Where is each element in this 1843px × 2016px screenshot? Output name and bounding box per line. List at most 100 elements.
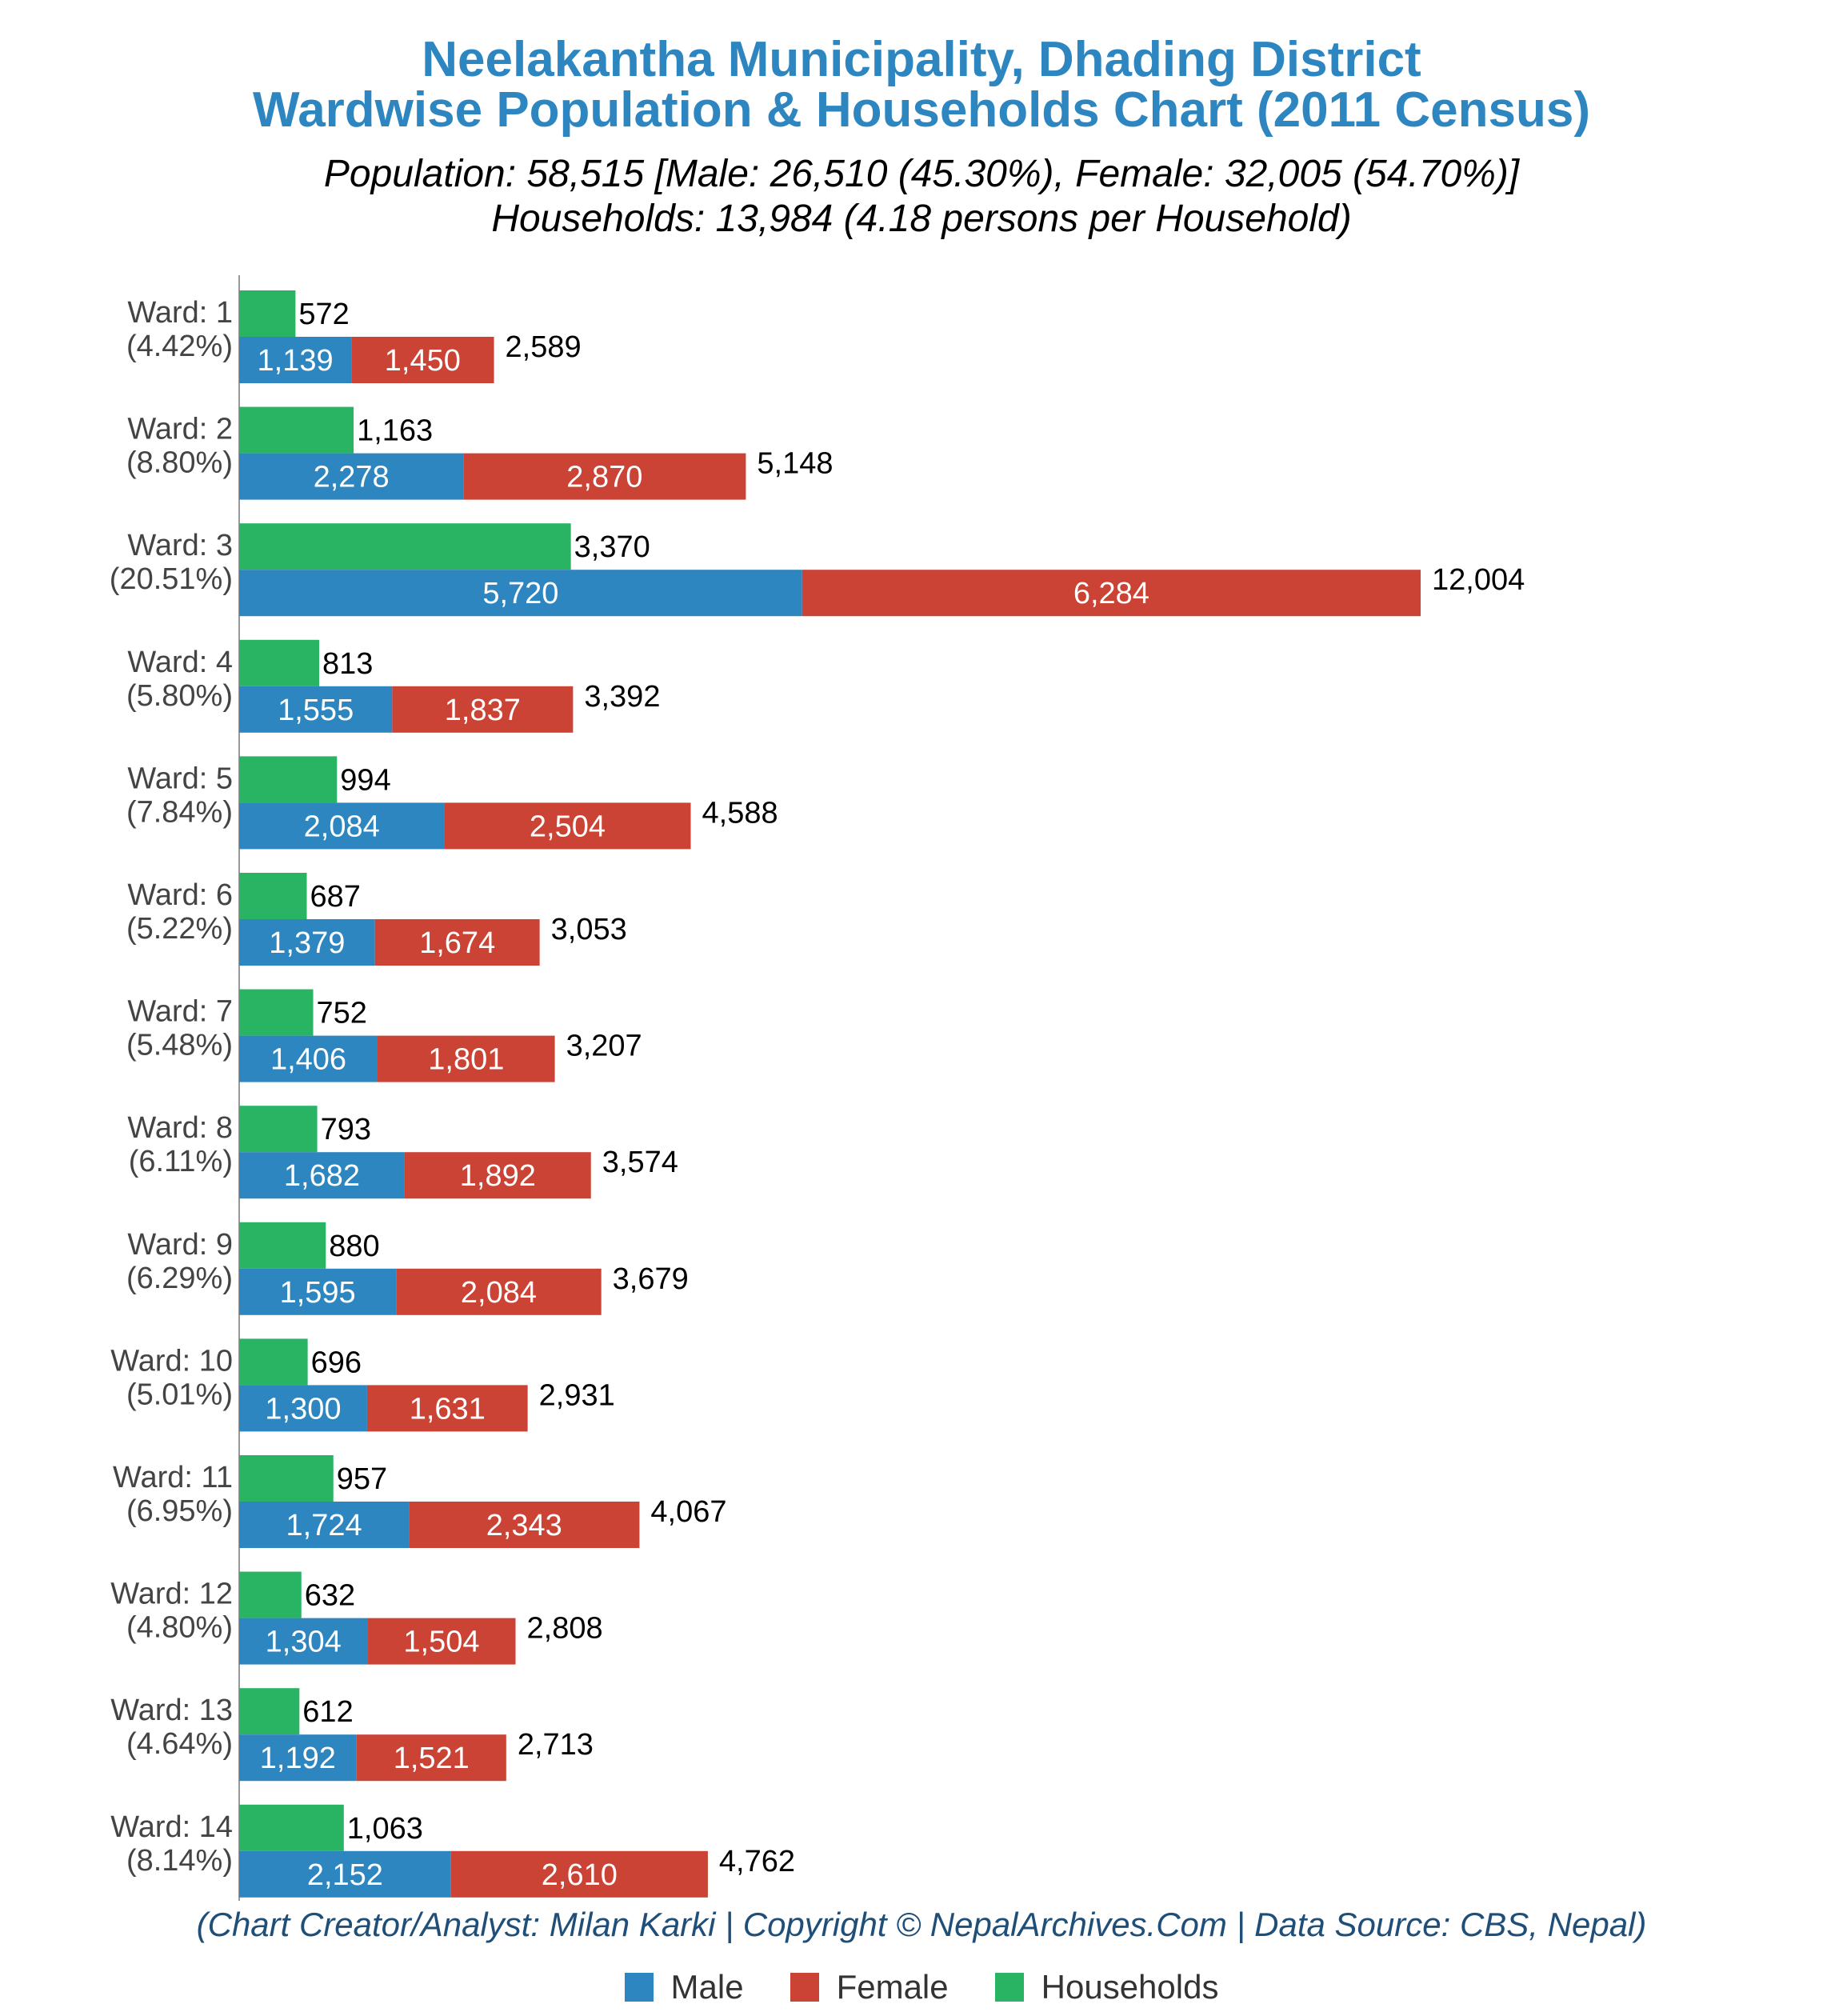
female-value-label: 2,343	[486, 1509, 562, 1542]
ward-share-label: (4.42%)	[126, 330, 233, 363]
chart-title-line2: Wardwise Population & Households Chart (…	[252, 82, 1590, 138]
male-value-label: 1,682	[284, 1159, 360, 1193]
ward-label: Ward: 7	[127, 995, 233, 1029]
ward-label: Ward: 6	[127, 878, 233, 912]
legend-label-male: Male	[670, 1968, 744, 2006]
ward-label: Ward: 14	[110, 1810, 233, 1844]
households-bar	[239, 1571, 302, 1618]
female-bar	[450, 1850, 708, 1898]
total-value-label: 3,574	[602, 1146, 678, 1179]
total-value-label: 5,148	[757, 447, 833, 481]
households-value-label: 1,063	[347, 1812, 423, 1846]
ward-label: Ward: 3	[127, 529, 233, 562]
households-value-label: 752	[317, 997, 367, 1030]
ward-share-label: (4.64%)	[126, 1727, 233, 1761]
households-bar	[239, 523, 571, 570]
legend-label-female: Female	[836, 1968, 949, 2006]
female-value-label: 1,801	[428, 1043, 504, 1077]
male-value-label: 1,139	[258, 344, 334, 378]
female-value-label: 2,084	[461, 1276, 537, 1310]
households-value-label: 696	[311, 1346, 362, 1379]
total-value-label: 2,808	[527, 1612, 603, 1646]
female-value-label: 2,504	[530, 810, 606, 843]
male-value-label: 2,152	[307, 1858, 383, 1892]
households-bar	[239, 1222, 326, 1269]
ward-label: Ward: 5	[127, 762, 233, 795]
ward-label: Ward: 4	[127, 646, 233, 679]
total-value-label: 4,067	[650, 1495, 726, 1529]
households-value-label: 612	[302, 1695, 353, 1729]
male-value-label: 1,595	[280, 1276, 356, 1310]
chart-credit: (Chart Creator/Analyst: Milan Karki | Co…	[196, 1906, 1647, 1943]
ward-label: Ward: 9	[127, 1228, 233, 1262]
male-value-label: 2,084	[304, 810, 380, 843]
households-bar	[239, 1338, 308, 1386]
total-value-label: 4,588	[702, 796, 778, 830]
male-bar	[239, 570, 802, 617]
ward-share-label: (4.80%)	[126, 1611, 233, 1645]
female-value-label: 1,674	[419, 926, 495, 960]
total-value-label: 3,053	[551, 913, 627, 946]
total-value-label: 3,207	[566, 1030, 642, 1063]
ward-share-label: (7.84%)	[126, 795, 233, 829]
households-bar	[239, 290, 296, 337]
legend-item-female: Female	[790, 1968, 949, 2006]
male-bar	[239, 686, 393, 733]
households-value-label: 793	[321, 1113, 371, 1146]
households-bar	[239, 406, 354, 454]
male-value-label: 1,192	[260, 1742, 336, 1775]
male-bar	[239, 337, 352, 383]
total-value-label: 3,679	[613, 1262, 689, 1296]
ward-label: Ward: 1	[127, 296, 233, 330]
ward-share-label: (5.01%)	[126, 1378, 233, 1411]
legend-swatch-male	[624, 1973, 654, 2002]
ward-label: Ward: 10	[110, 1344, 233, 1378]
households-value-label: 813	[322, 647, 373, 681]
legend-item-male: Male	[624, 1968, 744, 2006]
male-bar	[239, 1502, 410, 1548]
households-bar	[239, 1106, 318, 1153]
ward-share-label: (6.29%)	[126, 1262, 233, 1295]
households-bar	[239, 1688, 300, 1735]
ward-label: Ward: 11	[113, 1461, 233, 1494]
legend-swatch-households	[994, 1973, 1024, 2002]
households-bar	[239, 1804, 344, 1851]
households-value-label: 687	[310, 880, 361, 914]
households-value-label: 880	[329, 1230, 379, 1263]
households-bar	[239, 639, 320, 686]
male-value-label: 1,379	[269, 926, 345, 960]
households-value-label: 3,370	[574, 530, 650, 564]
households-value-label: 994	[340, 763, 390, 797]
female-bar	[409, 1502, 640, 1548]
ward-share-label: (8.80%)	[126, 446, 233, 480]
female-value-label: 1,892	[460, 1159, 536, 1193]
legend-swatch-female	[790, 1973, 819, 2002]
chart-subtitle-line2: Households: 13,984 (4.18 persons per Hou…	[491, 198, 1352, 240]
female-value-label: 1,837	[445, 694, 521, 727]
female-value-label: 1,631	[410, 1392, 486, 1426]
female-value-label: 1,504	[403, 1626, 479, 1659]
male-bar	[239, 919, 375, 966]
male-bar	[239, 1268, 397, 1315]
legend-label-households: Households	[1041, 1968, 1219, 2006]
male-value-label: 1,300	[265, 1392, 341, 1426]
households-bar	[239, 873, 307, 919]
male-value-label: 5,720	[482, 577, 558, 610]
female-bar	[367, 1618, 516, 1665]
male-bar	[239, 1618, 368, 1665]
households-value-label: 632	[305, 1579, 355, 1613]
total-value-label: 2,589	[506, 330, 582, 364]
legend: Male Female Households	[0, 1968, 1843, 2006]
male-value-label: 1,406	[270, 1043, 346, 1077]
female-bar	[366, 1385, 528, 1432]
female-value-label: 1,450	[385, 344, 461, 378]
male-bar	[239, 1385, 367, 1432]
households-value-label: 957	[337, 1462, 387, 1496]
male-bar	[239, 1734, 357, 1782]
households-bar	[239, 756, 338, 803]
total-value-label: 3,392	[584, 680, 660, 714]
ward-share-label: (5.80%)	[126, 679, 233, 713]
male-bar	[239, 1152, 405, 1199]
chart-title: Neelakantha Municipality, Dhading Distri…	[422, 32, 1421, 87]
ward-share-label: (20.51%)	[110, 562, 233, 596]
